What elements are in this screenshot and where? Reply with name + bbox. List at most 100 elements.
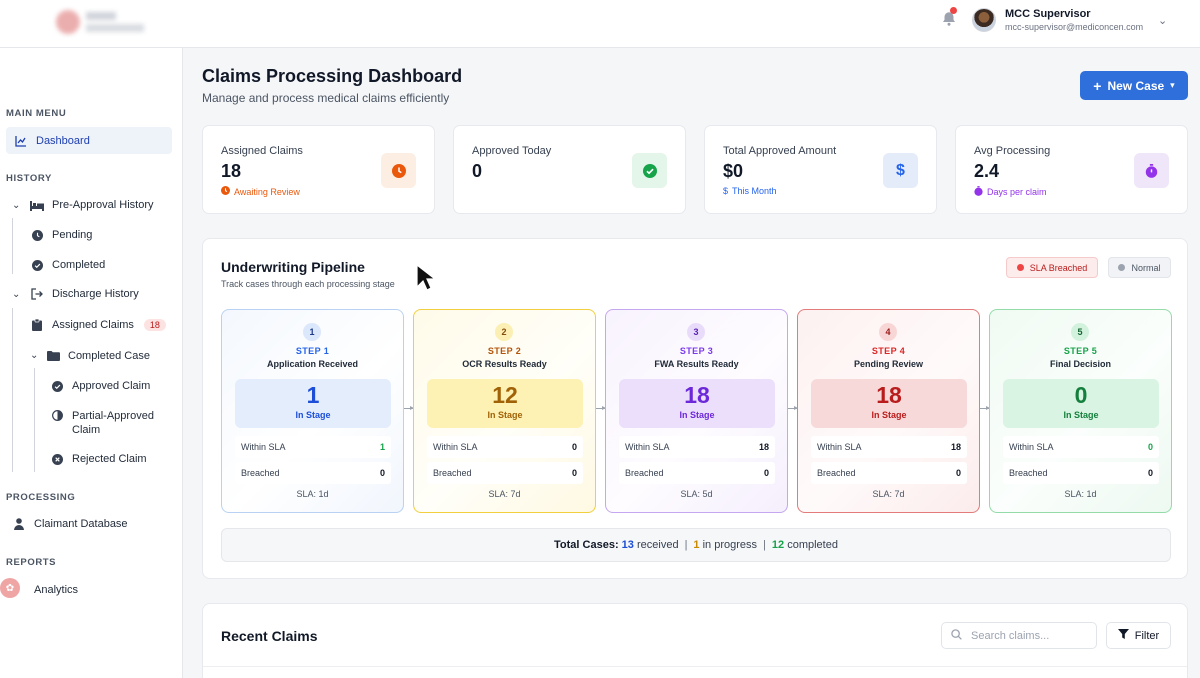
chevron-down-icon: ▾ bbox=[1170, 80, 1175, 90]
step-number: 3 bbox=[687, 323, 705, 341]
sidebar-item-label: Approved Claim bbox=[72, 380, 151, 392]
sidebar-item-pending[interactable]: Pending bbox=[30, 229, 92, 241]
stat-value: $0 bbox=[723, 161, 744, 181]
sidebar-item-approved-claim[interactable]: Approved Claim bbox=[50, 380, 150, 392]
stat-sub: Days per claim bbox=[974, 186, 1047, 198]
legend-label: SLA Breached bbox=[1029, 262, 1088, 273]
in-stage-label: In Stage bbox=[295, 410, 331, 420]
chevron-down-icon[interactable]: ⌄ bbox=[30, 350, 39, 361]
top-bar: MCC Supervisor mcc-supervisor@mediconcen… bbox=[0, 0, 1200, 48]
breached-row: Breached 0 bbox=[619, 462, 775, 484]
stat-card-approved-today[interactable]: Approved Today 0 bbox=[453, 125, 686, 214]
step-name: Final Decision bbox=[1049, 359, 1111, 369]
sidebar-item-rejected-claim[interactable]: Rejected Claim bbox=[50, 453, 147, 465]
stat-sub: Awaiting Review bbox=[221, 186, 300, 197]
search-input[interactable] bbox=[971, 629, 1086, 642]
assigned-claims-badge: 18 bbox=[143, 319, 166, 331]
within-sla-row: Within SLA 18 bbox=[619, 436, 775, 458]
chart-line-icon bbox=[14, 135, 28, 147]
sidebar-item-label: Pending bbox=[52, 229, 93, 241]
row-label: Breached bbox=[433, 468, 472, 478]
sidebar-item-claimant-database[interactable]: Claimant Database bbox=[12, 518, 128, 530]
pipeline-step-5[interactable]: 5 STEP 5 Final Decision 0 In Stage Withi… bbox=[989, 309, 1172, 513]
sidebar-item-partial-approved-claim[interactable]: Partial-Approved Claim bbox=[50, 409, 167, 437]
in-stage-label: In Stage bbox=[871, 410, 907, 420]
tree-line bbox=[34, 368, 35, 472]
new-case-button[interactable]: + New Case ▾ bbox=[1080, 71, 1188, 100]
sidebar: MAIN MENU Dashboard HISTORY ⌄ Pre-Approv… bbox=[0, 48, 183, 678]
company-logo[interactable] bbox=[56, 8, 148, 36]
in-stage-label: In Stage bbox=[679, 410, 715, 420]
legend-label: Normal bbox=[1131, 262, 1161, 273]
step-count: 1 bbox=[306, 382, 320, 408]
legend-normal[interactable]: Normal bbox=[1108, 257, 1171, 278]
sidebar-item-label: Completed Case bbox=[68, 350, 150, 362]
step-label: STEP 1 bbox=[295, 346, 330, 356]
avatar[interactable] bbox=[972, 8, 996, 32]
user-name[interactable]: MCC Supervisor bbox=[1005, 8, 1091, 20]
row-value: 18 bbox=[950, 442, 961, 452]
pipeline-step-1[interactable]: 1 STEP 1 Application Received 1 In Stage… bbox=[221, 309, 404, 513]
divider bbox=[203, 666, 1187, 667]
sidebar-item-analytics[interactable]: Analytics bbox=[12, 584, 78, 596]
step-number: 1 bbox=[303, 323, 321, 341]
row-label: Breached bbox=[1009, 468, 1048, 478]
chevron-down-icon[interactable]: ⌄ bbox=[12, 200, 21, 211]
sidebar-item-label: Discharge History bbox=[52, 288, 139, 300]
row-value: 0 bbox=[1147, 442, 1153, 452]
pipeline-subtitle: Track cases through each processing stag… bbox=[221, 279, 395, 289]
bell-icon[interactable] bbox=[940, 10, 958, 28]
mouse-cursor-icon bbox=[416, 264, 434, 291]
brand-badge-icon: ✿ bbox=[0, 578, 20, 598]
stat-label: Approved Today bbox=[472, 145, 552, 157]
step-count: 18 bbox=[876, 382, 902, 408]
underwriting-pipeline-panel: Underwriting Pipeline Track cases throug… bbox=[202, 238, 1188, 579]
row-value: 18 bbox=[758, 442, 769, 452]
pipeline-arrow bbox=[788, 406, 798, 410]
sidebar-item-discharge-history[interactable]: Discharge History bbox=[30, 288, 139, 300]
sidebar-item-assigned-claims[interactable]: Assigned Claims 18 bbox=[30, 319, 166, 331]
total-cases-summary: Total Cases: 13 received | 1 in progress… bbox=[221, 528, 1171, 562]
row-value: 0 bbox=[955, 468, 961, 478]
sidebar-item-completed-case[interactable]: Completed Case bbox=[46, 350, 150, 362]
stat-label: Total Approved Amount bbox=[723, 145, 837, 157]
in-stage-label: In Stage bbox=[487, 410, 523, 420]
in-stage-label: In Stage bbox=[1063, 410, 1099, 420]
pipeline-step-4[interactable]: 4 STEP 4 Pending Review 18 In Stage With… bbox=[797, 309, 980, 513]
step-label: STEP 4 bbox=[871, 346, 906, 356]
breached-row: Breached 0 bbox=[811, 462, 967, 484]
stat-card-avg-processing[interactable]: Avg Processing 2.4 Days per claim bbox=[955, 125, 1188, 214]
search-icon bbox=[951, 628, 962, 643]
stat-card-assigned-claims[interactable]: Assigned Claims 18 Awaiting Review bbox=[202, 125, 435, 214]
recent-claims-panel: Recent Claims Filter bbox=[202, 603, 1188, 678]
sign-out-icon bbox=[30, 288, 44, 300]
step-count-box: 1 In Stage bbox=[235, 379, 391, 428]
chevron-down-icon[interactable]: ⌄ bbox=[1158, 15, 1168, 27]
row-value: 0 bbox=[571, 442, 577, 452]
pipeline-arrow bbox=[980, 406, 990, 410]
filter-button[interactable]: Filter bbox=[1106, 622, 1171, 649]
step-name: Application Received bbox=[266, 359, 359, 369]
sidebar-item-completed[interactable]: Completed bbox=[30, 259, 105, 271]
pipeline-step-3[interactable]: 3 STEP 3 FWA Results Ready 18 In Stage W… bbox=[605, 309, 788, 513]
sidebar-item-label: Completed bbox=[52, 259, 106, 271]
chevron-down-icon[interactable]: ⌄ bbox=[12, 289, 21, 300]
legend-sla-breached[interactable]: SLA Breached bbox=[1006, 257, 1098, 278]
step-count: 0 bbox=[1074, 382, 1088, 408]
step-count-box: 18 In Stage bbox=[811, 379, 967, 428]
pipeline-step-2[interactable]: 2 STEP 2 OCR Results Ready 12 In Stage W… bbox=[413, 309, 596, 513]
received-count: 13 bbox=[621, 539, 634, 551]
plus-icon: + bbox=[1093, 77, 1102, 94]
stat-value: 18 bbox=[221, 161, 242, 181]
row-value: 0 bbox=[763, 468, 769, 478]
sidebar-item-label: Claimant Database bbox=[34, 518, 128, 530]
sidebar-item-label: Rejected Claim bbox=[72, 453, 147, 465]
stat-sub: $ This Month bbox=[723, 186, 777, 196]
reports-title: REPORTS bbox=[6, 557, 57, 568]
sidebar-item-pre-approval-history[interactable]: Pre-Approval History bbox=[30, 199, 153, 211]
stat-card-total-approved-amount[interactable]: Total Approved Amount $0 $ This Month $ bbox=[704, 125, 937, 214]
sidebar-item-label: Partial-Approved Claim bbox=[72, 410, 154, 436]
search-box[interactable] bbox=[941, 622, 1097, 649]
sidebar-item-dashboard[interactable]: Dashboard bbox=[6, 127, 172, 154]
row-label: Breached bbox=[625, 468, 664, 478]
